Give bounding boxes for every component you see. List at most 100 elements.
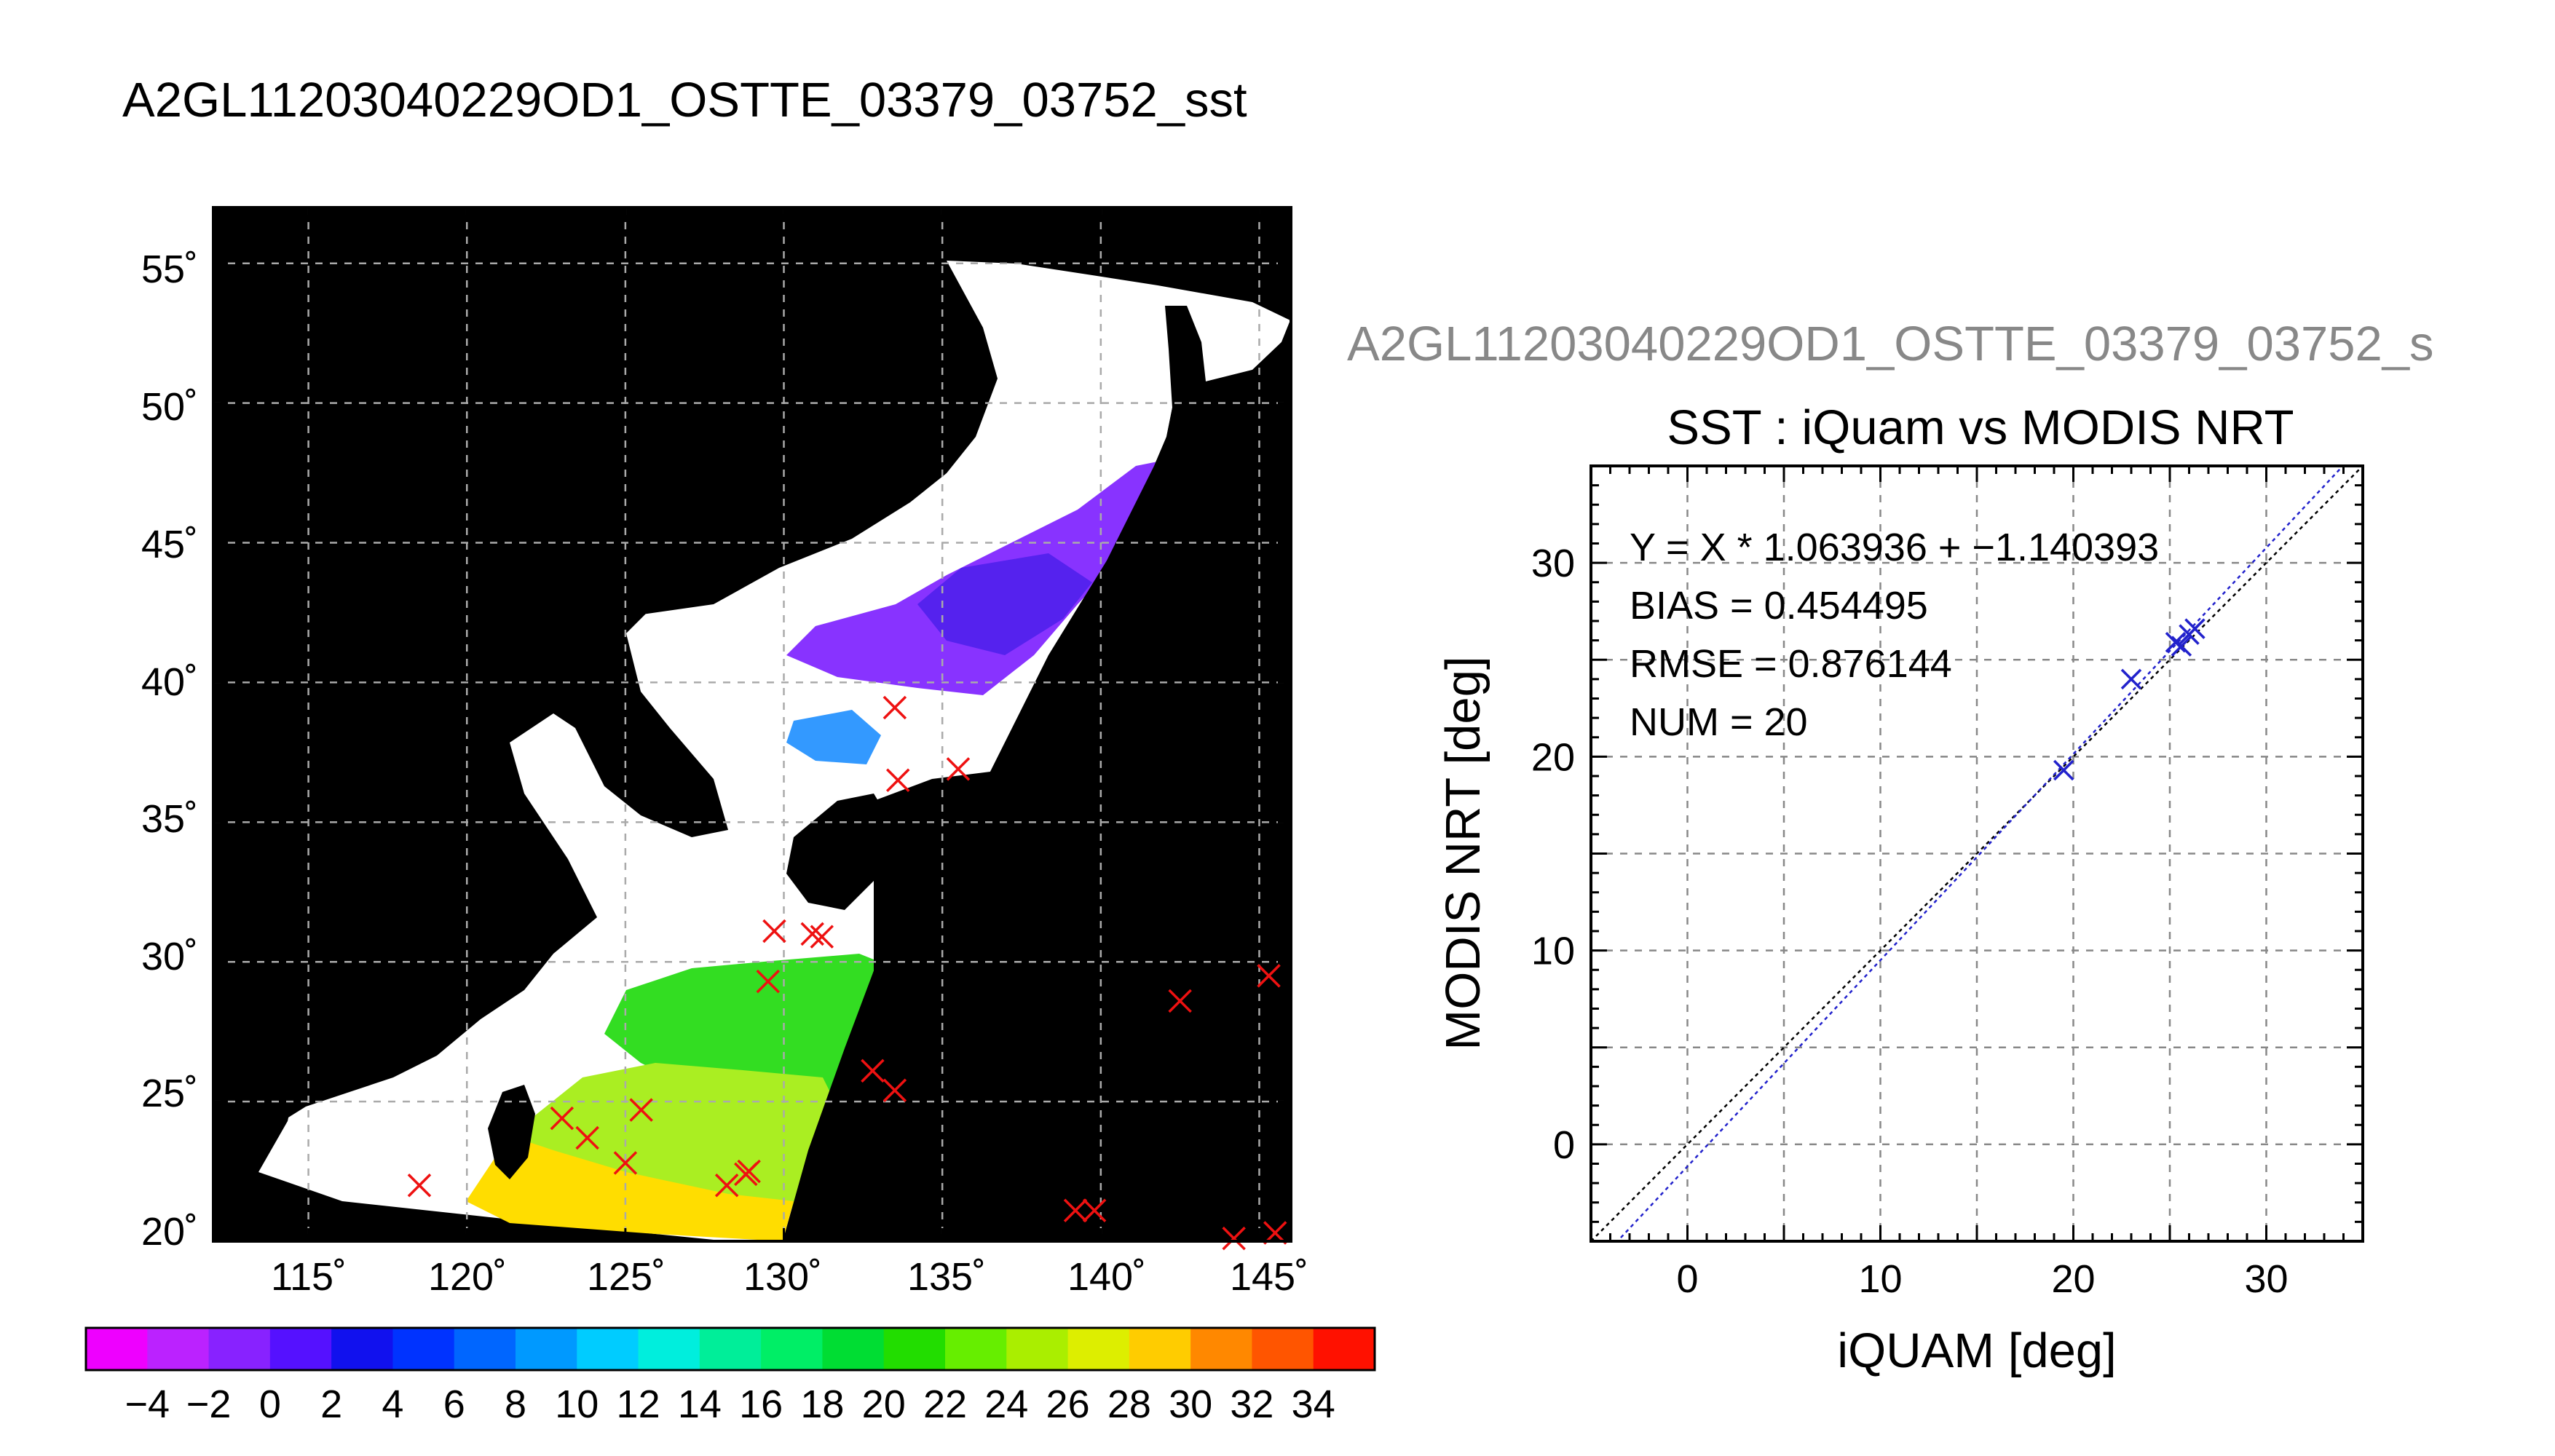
colorbar-label: 12 — [617, 1382, 660, 1426]
colorbar-label: 6 — [443, 1382, 465, 1426]
colorbar-label: 26 — [1046, 1382, 1090, 1426]
lat-tick-labels: 55˚ 50˚ 45˚ 40˚ 35˚ 30˚ 25˚ 20˚ — [141, 248, 198, 1254]
matchup-marker — [575, 1125, 599, 1150]
lon-label-130: 130˚ — [743, 1255, 822, 1299]
sst-cold-edge — [917, 553, 1092, 655]
fit-equation: Y = X * 1.063936 + −1.140393 — [1630, 526, 2159, 569]
colorbar-label: −2 — [186, 1382, 232, 1426]
colorbar-label: 34 — [1292, 1382, 1335, 1426]
colorbar-cell — [1006, 1328, 1069, 1370]
matchup-marker — [756, 969, 781, 994]
scatter-point — [2184, 618, 2205, 639]
fit-line — [1616, 466, 2345, 1241]
matchup-marker — [1168, 989, 1192, 1013]
colorbar-label: 24 — [984, 1382, 1028, 1426]
stats-annotation: Y = X * 1.063936 + −1.140393 BIAS = 0.45… — [1630, 526, 2159, 744]
swath-outside-east — [783, 320, 1290, 1241]
scatter-point — [2165, 632, 2187, 653]
land-taiwan — [488, 1085, 535, 1179]
lon-label-145: 145˚ — [1230, 1255, 1308, 1299]
scatter-point — [2120, 668, 2142, 690]
x-axis-label: iQUAM [deg] — [1837, 1324, 2117, 1378]
colorbar-labels: −4 −2 0 2 4 6 8 10 12 14 16 18 20 22 24 26 28 30 32 34 — [125, 1382, 1335, 1426]
scatter-x-tick-label: 10 — [1858, 1257, 1902, 1301]
colorbar-cell — [638, 1328, 700, 1370]
colorbar-cell — [1313, 1328, 1375, 1370]
lat-label-20: 20˚ — [141, 1210, 198, 1254]
matchup-marker — [550, 1106, 574, 1131]
lat-label-40: 40˚ — [141, 660, 198, 704]
colorbar-cell — [86, 1328, 148, 1370]
colorbar-label: 0 — [259, 1382, 281, 1426]
scatter-lines — [1591, 466, 2363, 1241]
colorbar-cell — [269, 1328, 332, 1370]
colorbar-cell — [883, 1328, 946, 1370]
matchup-marker — [885, 768, 910, 792]
colorbar-label: 28 — [1107, 1382, 1151, 1426]
colorbar-label: 22 — [923, 1382, 967, 1426]
colorbar-cell — [822, 1328, 885, 1370]
matchup-marker — [1257, 964, 1281, 988]
scatter-panel-title: A2GL11203040229OD1_OSTTE_03379_03752_s — [1347, 317, 2434, 371]
colorbar-label: 14 — [678, 1382, 722, 1426]
lat-label-45: 45˚ — [141, 523, 198, 566]
colorbar-cell — [208, 1328, 271, 1370]
lon-label-115: 115˚ — [271, 1255, 347, 1299]
sst-colorbar: −4 −2 0 2 4 6 8 10 12 14 16 18 20 22 24 26 28 30 32 34 — [84, 1326, 1376, 1426]
colorbar-cell — [454, 1328, 516, 1370]
matchup-marker — [629, 1098, 653, 1122]
matchup-markers — [407, 695, 1287, 1251]
matchup-marker — [800, 922, 824, 946]
matchup-marker — [1082, 1198, 1107, 1223]
lat-label-35: 35˚ — [141, 797, 198, 841]
scatter-x-tick-label: 20 — [2051, 1257, 2095, 1301]
colorbar-cell — [1129, 1328, 1191, 1370]
scatter-y-tick-label: 10 — [1531, 930, 1575, 973]
colorbar-label: 18 — [800, 1382, 844, 1426]
scatter-grid — [1591, 466, 2363, 1241]
scatter-title: SST : iQuam vs MODIS NRT — [1667, 400, 2294, 455]
colorbar-cell — [147, 1328, 210, 1370]
colorbar-label: 32 — [1230, 1382, 1273, 1426]
identity-line — [1591, 466, 2363, 1241]
colorbar-cell — [699, 1328, 762, 1370]
scatter-point — [2053, 759, 2074, 781]
matchup-marker — [810, 925, 834, 949]
bias-value: BIAS = 0.454495 — [1630, 584, 1928, 628]
num-value: NUM = 20 — [1630, 700, 1808, 744]
lon-label-125: 125˚ — [587, 1255, 666, 1299]
scatter-tick-labels: 0 10 20 30 0 10 20 30 — [1531, 542, 2289, 1301]
colorbar-label: 30 — [1169, 1382, 1212, 1426]
colorbar-label: 20 — [862, 1382, 906, 1426]
colorbar-cell — [761, 1328, 823, 1370]
scatter-x-tick-label: 30 — [2244, 1257, 2288, 1301]
scatter-y-tick-label: 0 — [1553, 1123, 1575, 1167]
colorbar-label: 16 — [739, 1382, 783, 1426]
cloud-mask-area — [258, 261, 1290, 1241]
map-title: A2GL11203040229OD1_OSTTE_03379_03752_sst — [122, 73, 1247, 127]
scatter-points — [2053, 618, 2205, 781]
lat-label-25: 25˚ — [141, 1072, 198, 1115]
scatter-y-tick-label: 20 — [1531, 735, 1575, 779]
matchup-marker — [1063, 1198, 1088, 1223]
colorbar-label: 8 — [505, 1382, 526, 1426]
lon-tick-labels: 115˚ 120˚ 125˚ 130˚ 135˚ 140˚ 145˚ — [271, 1255, 1308, 1299]
colorbar-cell — [331, 1328, 393, 1370]
sst-map: 55˚ 50˚ 45˚ 40˚ 35˚ 30˚ 25˚ 20˚ 115˚ 120… — [141, 206, 1308, 1299]
scatter-ticks — [1590, 464, 2364, 1243]
colorbar-label: 4 — [382, 1382, 403, 1426]
lon-label-140: 140˚ — [1067, 1255, 1146, 1299]
map-frame — [212, 206, 1292, 1243]
rmse-value: RMSE = 0.876144 — [1630, 642, 1952, 686]
colorbar-label: 10 — [555, 1382, 599, 1426]
lat-label-55: 55˚ — [141, 248, 198, 291]
lat-label-30: 30˚ — [141, 935, 198, 978]
colorbar-frame — [84, 1326, 1376, 1372]
colorbar-cell — [516, 1328, 577, 1370]
matchup-marker — [861, 1059, 885, 1083]
colorbar-cell — [1252, 1328, 1314, 1370]
matchup-marker — [946, 757, 971, 781]
lon-label-135: 135˚ — [907, 1255, 986, 1299]
scatter-x-tick-label: 0 — [1676, 1257, 1698, 1301]
colorbar-cell — [945, 1328, 1007, 1370]
